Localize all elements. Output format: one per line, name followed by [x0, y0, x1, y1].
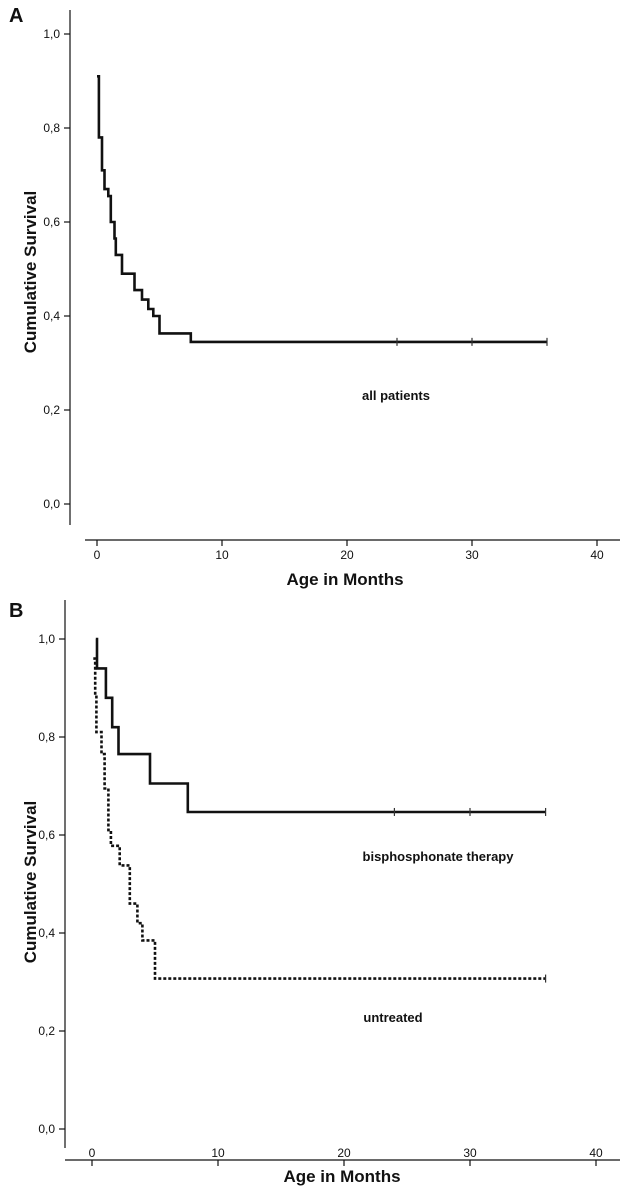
- panel-a-y-tick-label: 1,0: [43, 27, 60, 41]
- panel-a: A 0,0 0,2 0,4 0,6 0,8 1,0 0 10: [9, 5, 620, 589]
- panel-a-x-tick-label: 30: [465, 548, 479, 562]
- panel-b-y-tick-label: 1,0: [38, 632, 55, 646]
- panel-b-annotation-untreated: untreated: [363, 1010, 422, 1025]
- panel-a-series: [97, 75, 548, 346]
- panel-a-x-tick-label: 10: [215, 548, 229, 562]
- panel-a-x-tick-label: 0: [94, 548, 101, 562]
- panel-b-y-tick-label: 0,2: [38, 1024, 55, 1038]
- panel-a-y-tick-label: 0,0: [43, 497, 60, 511]
- panel-a-y-ticks: 0,0 0,2 0,4 0,6 0,8 1,0: [43, 27, 70, 511]
- panel-a-annotation-all-patients: all patients: [362, 388, 430, 403]
- panel-b-x-axis-title: Age in Months: [283, 1167, 400, 1186]
- panel-b-y-tick-label: 0,6: [38, 828, 55, 842]
- panel-a-x-tick-label: 20: [340, 548, 354, 562]
- panel-letter-b: B: [9, 600, 23, 622]
- panel-b-x-tick-label: 30: [463, 1146, 477, 1160]
- panel-a-survival-curve-solid: [97, 75, 547, 344]
- panel-a-y-tick-label: 0,8: [43, 121, 60, 135]
- panel-b-y-axis-title: Cumulative Survival: [21, 801, 40, 964]
- panel-b-survival-curve-dotted: [93, 657, 546, 980]
- panel-b: B 0,0 0,2 0,4 0,6 0,8 1,0 0 10: [9, 600, 620, 1186]
- panel-b-series: [93, 637, 547, 983]
- panel-b-x-tick-label: 10: [211, 1146, 225, 1160]
- panel-b-y-tick-label: 0,4: [38, 926, 55, 940]
- panel-a-y-axis-title: Cumulative Survival: [21, 191, 40, 354]
- panel-b-x-tick-label: 0: [89, 1146, 96, 1160]
- panel-a-y-tick-label: 0,4: [43, 309, 60, 323]
- panel-a-x-tick-label: 40: [590, 548, 604, 562]
- panel-letter-a: A: [9, 5, 23, 27]
- panel-a-plot-frame: [69, 10, 620, 541]
- panel-b-x-tick-label: 20: [337, 1146, 351, 1160]
- panel-b-survival-curve-solid: [95, 637, 546, 814]
- panel-b-y-ticks: 0,0 0,2 0,4 0,6 0,8 1,0: [38, 632, 65, 1136]
- panel-a-x-ticks: 0 10 20 30 40: [94, 540, 604, 562]
- panel-b-y-tick-label: 0,0: [38, 1122, 55, 1136]
- panel-b-x-tick-label: 40: [589, 1146, 603, 1160]
- panel-a-y-tick-label: 0,6: [43, 215, 60, 229]
- panel-a-y-tick-label: 0,2: [43, 403, 60, 417]
- panel-b-plot-frame: [64, 600, 620, 1161]
- panel-b-y-tick-label: 0,8: [38, 730, 55, 744]
- panel-b-x-ticks: 0 10 20 30 40: [89, 1146, 603, 1166]
- panel-a-x-axis-title: Age in Months: [286, 570, 403, 589]
- panel-b-annotation-bisphosphonate-therapy: bisphosphonate therapy: [363, 849, 515, 864]
